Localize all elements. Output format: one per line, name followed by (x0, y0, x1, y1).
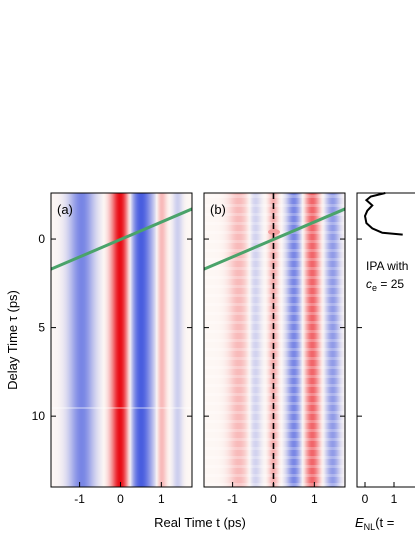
y-tick-label: 0 (38, 232, 45, 246)
panel-b-ripple (204, 193, 345, 487)
panel-a-frame (50, 192, 193, 488)
x-tick-label: 0 (362, 492, 369, 506)
x-tick-label: -1 (74, 492, 85, 506)
x-tick-label: 1 (311, 492, 318, 506)
panel-c-curve (363, 192, 403, 236)
panel-c-frame (356, 192, 415, 488)
y-tick-label: 10 (32, 409, 46, 423)
panel-a-diagonal-line (51, 207, 192, 271)
panel-c-annotation-line1: IPA with (366, 259, 408, 273)
panel-b-label: (b) (210, 202, 226, 217)
x-tick-label: 0 (117, 492, 124, 506)
panel-c-xlabel-subscript: NL (364, 522, 376, 532)
panel-c-xlabel-rest: (t = (375, 515, 394, 530)
x-tick-label: -1 (227, 492, 238, 506)
panel-c-annotation-symbol: c (366, 277, 372, 291)
y-tick-label: 5 (38, 321, 45, 335)
panel-c-xlabel: ENL(t = (355, 515, 394, 532)
panel-b-diagonal-line (204, 207, 345, 271)
panel-b-ticks: -1 0 1 (204, 238, 345, 506)
panel-a-heatmap (51, 193, 192, 487)
x-tick-label: 0 (270, 492, 277, 506)
panel-b-frame (203, 192, 346, 488)
panel-c-xlabel-symbol: E (355, 515, 364, 530)
panel-b: (b) -1 0 1 (203, 192, 346, 506)
x-tick-label: 1 (158, 492, 165, 506)
panel-a-artifact-stripe (51, 407, 192, 409)
x-axis-label: Real Time t (ps) (154, 515, 246, 530)
y-axis-label: Delay Time τ (ps) (5, 290, 20, 390)
panel-c-annotation-subscript: e (372, 283, 377, 293)
x-tick-label: 1 (391, 492, 398, 506)
panel-b-spot (268, 229, 280, 235)
panel-c-annotation-value: = 25 (377, 277, 404, 291)
panel-a-label: (a) (57, 202, 73, 217)
panel-c-annotation-line2: ce = 25 (366, 277, 404, 293)
